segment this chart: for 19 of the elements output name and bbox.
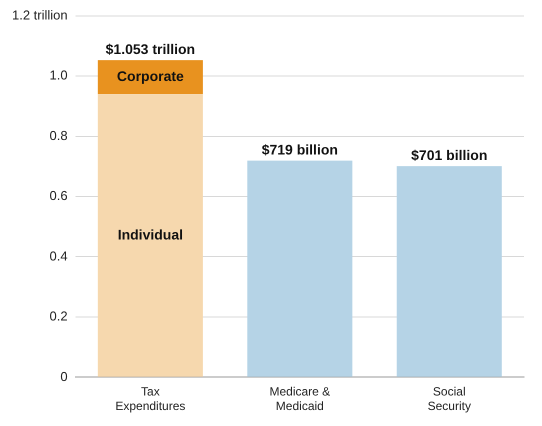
y-tick-label: 0.4 [50, 248, 68, 264]
bar [98, 60, 203, 94]
y-tick-label: 0.2 [50, 308, 68, 324]
y-tick-label: 1.2 trillion [12, 7, 68, 22]
total-label: $1.053 trillion [106, 40, 196, 57]
bar [247, 160, 352, 377]
annotation: $701 billion [411, 146, 488, 163]
annotation: $719 billion [262, 142, 338, 158]
x-tick-label: Social Security [428, 384, 471, 414]
bar [396, 166, 502, 377]
x-tick-label: Tax Expenditures [115, 384, 186, 414]
x-tick-label: Medicare & Medicaid [269, 384, 330, 414]
y-tick-label: 0.8 [50, 128, 68, 143]
series-label: Individual [118, 226, 184, 242]
bar [98, 94, 203, 377]
y-tick-label: 0 [60, 368, 68, 384]
y-tick-label: 1.0 [50, 68, 68, 83]
y-tick-label: 0.6 [50, 188, 68, 204]
series-label: Corporate [116, 68, 184, 84]
